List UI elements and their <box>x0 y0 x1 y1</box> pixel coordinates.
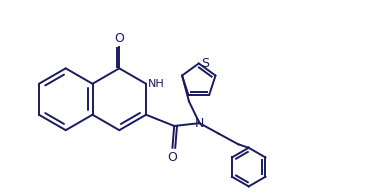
Text: S: S <box>202 57 210 70</box>
Text: O: O <box>114 32 124 45</box>
Text: O: O <box>168 151 177 164</box>
Text: NH: NH <box>148 79 165 89</box>
Text: N: N <box>195 117 204 130</box>
